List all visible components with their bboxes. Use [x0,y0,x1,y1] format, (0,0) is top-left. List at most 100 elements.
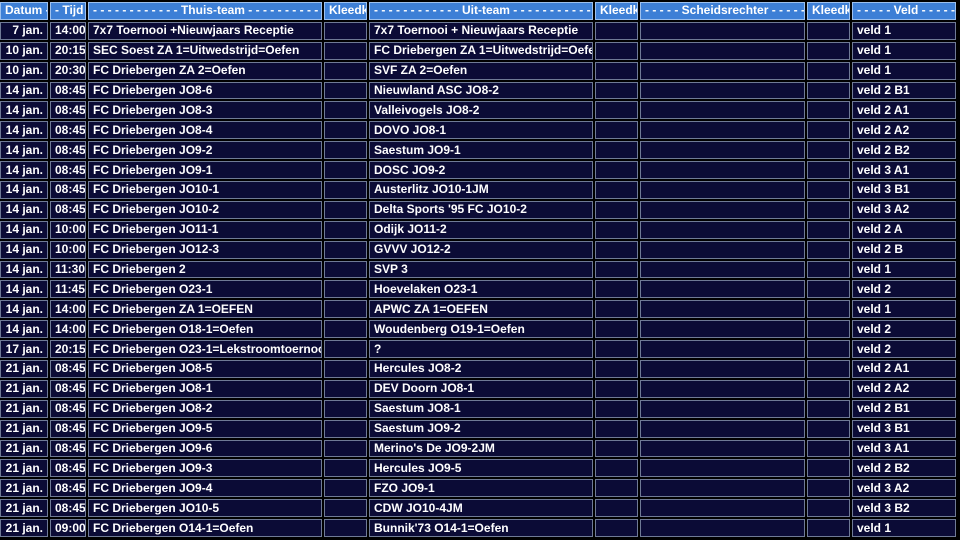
schedule-row: 21 jan. 08:45 FC Driebergen JO9-3 Hercules … [0,459,956,478]
empty-cell [640,280,805,299]
schedule-row: 21 jan. 08:45 FC Driebergen JO10-5 CDW JO10… [0,499,956,518]
away-team-cell: DOVO JO8-1 [369,121,593,140]
home-team-cell: FC Driebergen JO9-1 [88,161,322,180]
home-team-cell: FC Driebergen ZA 2=Oefen [88,61,322,80]
away-team-cell: Nieuwland ASC JO8-2 [369,81,593,100]
empty-cell [807,121,850,140]
empty-cell [595,419,638,438]
empty-cell [807,181,850,199]
schedule-row: 14 jan. 11:45 FC Driebergen O23-1 Hoevelake… [0,280,956,299]
away-team-cell: 7x7 Toernooi + Nieuwjaars Receptie [369,21,593,40]
field-cell: veld 2 [852,320,956,339]
schedule-row: 21 jan. 08:45 FC Driebergen JO9-6 Merino's … [0,439,956,458]
empty-cell [640,121,805,140]
empty-cell [640,61,805,80]
date-cell: 14 jan. [0,141,48,160]
schedule-row: 14 jan. 08:45 FC Driebergen JO10-1 Austerli… [0,181,956,199]
empty-cell [640,240,805,259]
empty-cell [807,439,850,458]
date-cell: 21 jan. [0,459,48,478]
empty-cell [595,61,638,80]
empty-cell [807,280,850,299]
empty-cell [807,360,850,378]
field-cell: veld 2 [852,280,956,299]
empty-cell [807,459,850,478]
empty-cell [640,499,805,518]
field-cell: veld 2 A1 [852,101,956,120]
empty-cell [807,320,850,339]
header-cell: Kleedk [807,2,850,20]
empty-cell [324,439,367,458]
away-team-cell: DEV Doorn JO8-1 [369,379,593,398]
empty-cell [807,479,850,498]
time-cell: 08:45 [50,419,86,438]
home-team-cell: FC Driebergen JO10-5 [88,499,322,518]
empty-cell [595,181,638,199]
time-cell: 08:45 [50,499,86,518]
empty-cell [640,379,805,398]
empty-cell [324,220,367,239]
time-cell: 20:15 [50,41,86,60]
empty-cell [595,101,638,120]
empty-cell [324,280,367,299]
empty-cell [640,479,805,498]
table-body: 7 jan. 14:00 7x7 Toernooi +Nieuwjaars Rece… [0,21,956,538]
empty-cell [324,81,367,100]
time-cell: 14:00 [50,300,86,319]
time-cell: 08:45 [50,379,86,398]
time-cell: 08:45 [50,81,86,100]
empty-cell [324,340,367,359]
home-team-cell: FC Driebergen JO8-4 [88,121,322,140]
empty-cell [640,419,805,438]
schedule-row: 17 jan. 20:15 FC Driebergen O23-1=Lekstroo… [0,340,956,359]
date-cell: 10 jan. [0,61,48,80]
time-cell: 20:30 [50,61,86,80]
time-cell: 08:45 [50,200,86,219]
empty-cell [807,519,850,538]
date-cell: 7 jan. [0,21,48,40]
schedule-row: 14 jan. 08:45 FC Driebergen JO8-4 DOVO JO8-… [0,121,956,140]
away-team-cell: APWC ZA 1=OEFEN [369,300,593,319]
empty-cell [595,479,638,498]
time-cell: 20:15 [50,340,86,359]
header-cell: - Tijd [50,2,86,20]
empty-cell [807,200,850,219]
home-team-cell: FC Driebergen JO9-3 [88,459,322,478]
schedule-row: 14 jan. 14:00 FC Driebergen ZA 1=OEFEN APWC… [0,300,956,319]
date-cell: 14 jan. [0,81,48,100]
field-cell: veld 3 B1 [852,181,956,199]
schedule-row: 21 jan. 08:45 FC Driebergen JO8-1 DEV Doorn… [0,379,956,398]
home-team-cell: FC Driebergen JO9-4 [88,479,322,498]
empty-cell [807,379,850,398]
time-cell: 08:45 [50,181,86,199]
schedule-row: 21 jan. 09:00 FC Driebergen O14-1=Oefen Bun… [0,519,956,538]
date-cell: 17 jan. [0,340,48,359]
away-team-cell: Bunnik'73 O14-1=Oefen [369,519,593,538]
empty-cell [640,141,805,160]
date-cell: 14 jan. [0,161,48,180]
empty-cell [640,200,805,219]
home-team-cell: FC Driebergen JO8-3 [88,101,322,120]
field-cell: veld 3 A1 [852,439,956,458]
home-team-cell: FC Driebergen JO8-6 [88,81,322,100]
schedule-row: 14 jan. 11:30 FC Driebergen 2 SVP 3 veld 1 [0,260,956,279]
empty-cell [324,360,367,378]
empty-cell [807,260,850,279]
empty-cell [324,240,367,259]
time-cell: 09:00 [50,519,86,538]
home-team-cell: FC Driebergen O18-1=Oefen [88,320,322,339]
schedule-row: 14 jan. 10:00 FC Driebergen JO11-1 Odijk JO… [0,220,956,239]
header-row: Datum -- Tijd - - - - - - - - - - - - Thu… [0,2,956,20]
date-cell: 14 jan. [0,300,48,319]
schedule-row: 14 jan. 08:45 FC Driebergen JO10-2 Delta Sp… [0,200,956,219]
date-cell: 14 jan. [0,121,48,140]
empty-cell [807,21,850,40]
home-team-cell: FC Driebergen JO9-6 [88,439,322,458]
schedule-row: 21 jan. 08:45 FC Driebergen JO9-4 FZO JO9-1… [0,479,956,498]
empty-cell [324,141,367,160]
away-team-cell: SVP 3 [369,260,593,279]
empty-cell [807,419,850,438]
away-team-cell: Woudenberg O19-1=Oefen [369,320,593,339]
empty-cell [595,280,638,299]
